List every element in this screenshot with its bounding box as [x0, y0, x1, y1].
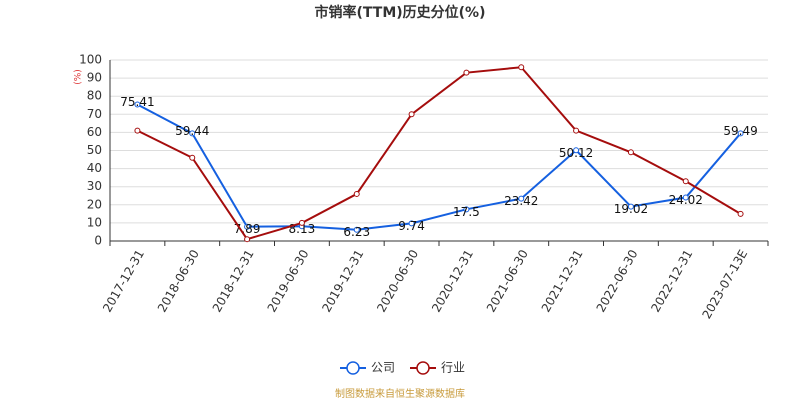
point: [518, 64, 525, 71]
data-label: 59.49: [723, 124, 757, 138]
legend-marker: [346, 361, 360, 375]
point: [737, 130, 744, 137]
y-tick-label: 20: [87, 197, 102, 211]
point: [682, 194, 689, 201]
y-tick-label: 70: [87, 107, 102, 121]
y-tick-label: 10: [87, 215, 102, 229]
x-tick-label: 2017-12-31: [100, 247, 147, 314]
y-tick-label: 30: [87, 179, 102, 193]
data-label: 6.23: [343, 225, 370, 239]
point: [298, 219, 305, 226]
point: [189, 154, 196, 161]
data-label: 24.02: [669, 193, 703, 207]
legend-label: 公司: [371, 361, 395, 375]
x-tick-label: 2018-12-31: [210, 247, 257, 314]
data-label: 7.89: [234, 222, 261, 236]
series-line: [136, 66, 742, 241]
x-tick-label: 2022-06-30: [594, 247, 641, 314]
x-tick-label: 2021-12-31: [539, 247, 586, 314]
point: [353, 226, 360, 233]
data-label: 59.44: [175, 124, 209, 138]
point: [573, 147, 580, 154]
point: [627, 203, 634, 210]
y-tick-label: 40: [87, 161, 102, 175]
point: [408, 111, 415, 118]
x-tick-label: 2019-06-30: [265, 247, 312, 314]
x-tick-label: 2021-06-30: [484, 247, 531, 314]
x-tick-label: 2020-12-31: [429, 247, 476, 314]
point: [353, 190, 360, 197]
x-tick-label: 2020-06-30: [374, 247, 421, 314]
point: [244, 223, 251, 230]
chart-title: 市销率(TTM)历史分位(%): [315, 4, 486, 21]
y-tick-label: 90: [87, 71, 102, 85]
y-tick-label: 80: [87, 89, 102, 103]
series-line: [136, 103, 742, 231]
x-tick-label: 2019-12-31: [319, 247, 366, 314]
legend-marker: [416, 361, 430, 375]
x-tick-label: 2022-12-31: [648, 247, 695, 314]
y-tick-label: 50: [87, 143, 102, 157]
y-tick-label: 60: [87, 125, 102, 139]
point: [134, 127, 141, 134]
point: [134, 101, 141, 108]
point: [737, 210, 744, 217]
y-unit: (%): [74, 69, 84, 85]
point: [682, 178, 689, 185]
legend-label: 行业: [441, 361, 465, 375]
data-label: 9.74: [398, 219, 425, 233]
data-label: 19.02: [614, 202, 648, 216]
x-tick-label: 2018-06-30: [155, 247, 202, 314]
point: [189, 130, 196, 137]
point: [627, 149, 634, 156]
point: [244, 236, 251, 243]
y-tick-label: 0: [94, 234, 102, 248]
x-tick-label: 2023-07-13E: [699, 247, 750, 321]
point: [408, 220, 415, 227]
point: [573, 127, 580, 134]
point: [518, 195, 525, 202]
y-tick-label: 100: [79, 53, 102, 67]
point: [463, 206, 470, 213]
data-label: 75.41: [120, 95, 154, 109]
point: [463, 69, 470, 76]
footnote: 制图数据来自恒生聚源数据库: [335, 387, 465, 400]
data-label: 17.5: [453, 205, 480, 219]
data-label: 23.42: [504, 194, 538, 208]
data-label: 50.12: [559, 146, 593, 160]
